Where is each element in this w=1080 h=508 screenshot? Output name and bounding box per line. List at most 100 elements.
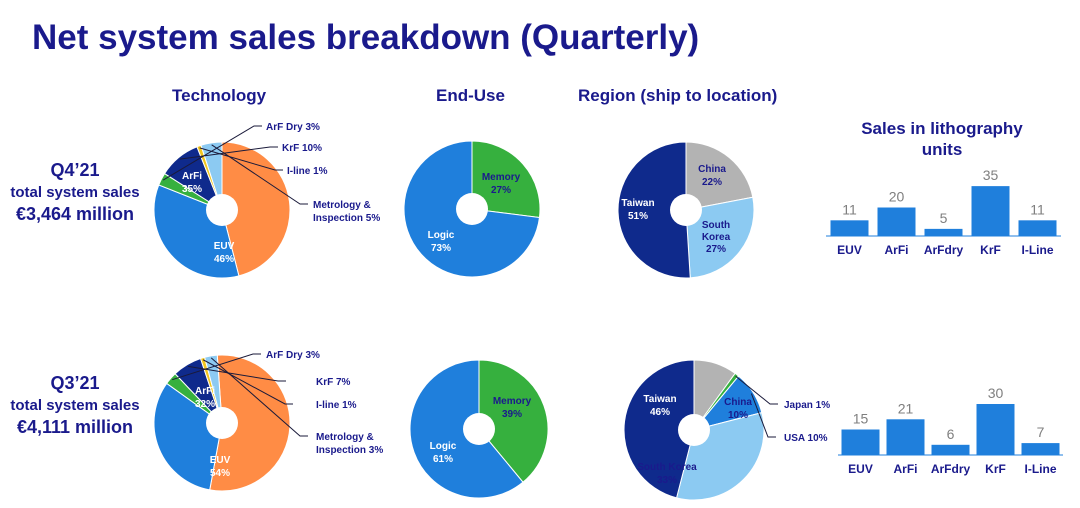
pie-label-china: China	[698, 164, 726, 175]
pie-label-arfi: ArFi	[182, 171, 202, 182]
pie-slice-taiwan	[617, 141, 691, 279]
pie-label-i-line: I-line 1%	[316, 400, 357, 411]
bar-category-label-i-line: I-Line	[1022, 243, 1054, 257]
bar-category-label-krf: KrF	[980, 243, 1001, 257]
period-q3-block: Q3’21 total system sales €4,111 million	[0, 373, 150, 438]
pie-label-south-korea: 33%	[657, 475, 677, 486]
bar-value-label-arfi: 20	[889, 189, 905, 205]
pie-label-taiwan: 51%	[628, 211, 648, 222]
bar-value-label-euv: 11	[842, 201, 857, 217]
pie-label-china: 10%	[728, 410, 748, 421]
bar-arfi	[886, 419, 925, 455]
bar-arfdry	[931, 444, 970, 455]
bar-krf	[976, 404, 1015, 455]
bar-i-line	[1021, 443, 1060, 455]
pie-slice-memory	[478, 359, 549, 483]
bar-category-label-arfi: ArFi	[885, 243, 909, 257]
bar-category-label-arfdry: ArFdry	[931, 462, 971, 476]
bar-category-label-krf: KrF	[985, 462, 1006, 476]
pie-slice-arfi	[153, 184, 240, 279]
pie-slice-taiwan	[623, 359, 695, 499]
pie-label-euv: 54%	[210, 468, 230, 479]
bar-arfdry	[924, 228, 963, 236]
pie-label-krf: KrF 7%	[316, 377, 351, 388]
pie-label-logic: 61%	[433, 454, 453, 465]
leader-line-krf	[179, 146, 278, 160]
pie-label-euv: 46%	[214, 254, 234, 265]
bar-category-label-i-line: I-Line	[1025, 462, 1057, 476]
pie-label-i-line: I-line 1%	[287, 166, 328, 177]
bar-krf	[971, 186, 1010, 236]
pie-label-memory: Memory	[482, 172, 521, 183]
pie-label-memory: Memory	[493, 396, 532, 407]
page-title: Net system sales breakdown (Quarterly)	[32, 18, 700, 57]
pie-label-metrology-inspection: Inspection 3%	[316, 445, 383, 456]
bar-euv	[830, 220, 869, 236]
period-label: total system sales	[10, 397, 140, 414]
pie-label-metrology-inspection: Inspection 5%	[313, 213, 380, 224]
bar-value-label-i-line: 11	[1030, 201, 1045, 217]
pie-slice-arfi	[153, 382, 223, 491]
leader-line-arf-dry	[162, 125, 262, 181]
period-value: €4,111 million	[16, 417, 134, 437]
pie-slice-metrology-inspection	[204, 354, 223, 424]
pie-label-south-korea: South	[702, 220, 730, 231]
pie-label-arf-dry: ArF Dry 3%	[266, 350, 320, 361]
pie-label-taiwan: Taiwan	[643, 394, 676, 405]
bar-i-line	[1018, 220, 1057, 236]
pie-center-hole	[678, 414, 710, 446]
pie-label-arf-dry: ArF Dry 3%	[266, 122, 320, 133]
pie-label-metrology-inspection: Metrology &	[316, 432, 374, 443]
pie-label-japan: Japan 1%	[784, 400, 830, 411]
bar-category-label-euv: EUV	[837, 243, 862, 257]
technology-column-title: Technology	[172, 86, 267, 105]
pie-center-hole	[670, 194, 702, 226]
leader-line-metrology-inspection	[211, 144, 308, 205]
leader-line-japan	[735, 375, 778, 405]
bar-value-label-arfdry: 6	[947, 426, 955, 442]
pie-center-hole	[463, 413, 495, 445]
pie-label-arfi: 35%	[182, 184, 202, 195]
pie-label-china: 22%	[702, 177, 722, 188]
units-column-title: Sales in lithography units	[861, 119, 1023, 159]
period-value: €3,464 million	[15, 204, 135, 224]
bar-value-label-krf: 30	[988, 385, 1004, 401]
pie-label-logic: Logic	[430, 441, 457, 452]
pie-label-metrology-inspection: Metrology &	[313, 200, 371, 211]
pie-center-hole	[456, 193, 488, 225]
period-label: total system sales	[10, 184, 140, 201]
pie-label-china: China	[724, 397, 752, 408]
leader-line-metrology-inspection	[210, 357, 308, 437]
pie-label-logic: 73%	[431, 243, 451, 254]
pie-label-arfi: ArFi	[195, 386, 215, 397]
bar-euv	[841, 429, 880, 455]
pie-label-usa: USA 10%	[784, 433, 828, 444]
pie-label-arfi: 32%	[195, 399, 215, 410]
leader-line-arf-dry	[172, 353, 261, 381]
leader-line-i-line	[199, 147, 283, 171]
bar-arfi	[877, 207, 916, 236]
pie-center-hole	[206, 194, 238, 226]
region-column-title: Region (ship to location)	[578, 86, 778, 105]
leader-line-usa	[750, 393, 776, 438]
end-use-column-title: End-Use	[436, 86, 505, 105]
pie-label-euv: EUV	[210, 455, 231, 466]
pie-label-logic: Logic	[428, 230, 455, 241]
pie-label-krf: KrF 10%	[282, 143, 322, 154]
pie-label-taiwan: 46%	[650, 407, 670, 418]
pie-label-south-korea: 27%	[706, 244, 726, 255]
period-quarter: Q4’21	[50, 160, 100, 180]
pie-label-south-korea: South Korea	[637, 462, 697, 473]
bar-value-label-euv: 15	[853, 411, 869, 427]
pie-label-south-korea: Korea	[702, 232, 731, 243]
bar-value-label-krf: 35	[983, 167, 999, 183]
bar-category-label-arfi: ArFi	[894, 462, 918, 476]
bar-category-label-arfdry: ArFdry	[924, 243, 964, 257]
leader-line-krf	[187, 365, 286, 382]
pie-label-taiwan: Taiwan	[621, 198, 654, 209]
pie-center-hole	[206, 407, 238, 439]
pie-label-memory: 39%	[502, 409, 522, 420]
bar-value-label-i-line: 7	[1037, 424, 1045, 440]
pie-slice-metrology-inspection	[200, 141, 223, 211]
